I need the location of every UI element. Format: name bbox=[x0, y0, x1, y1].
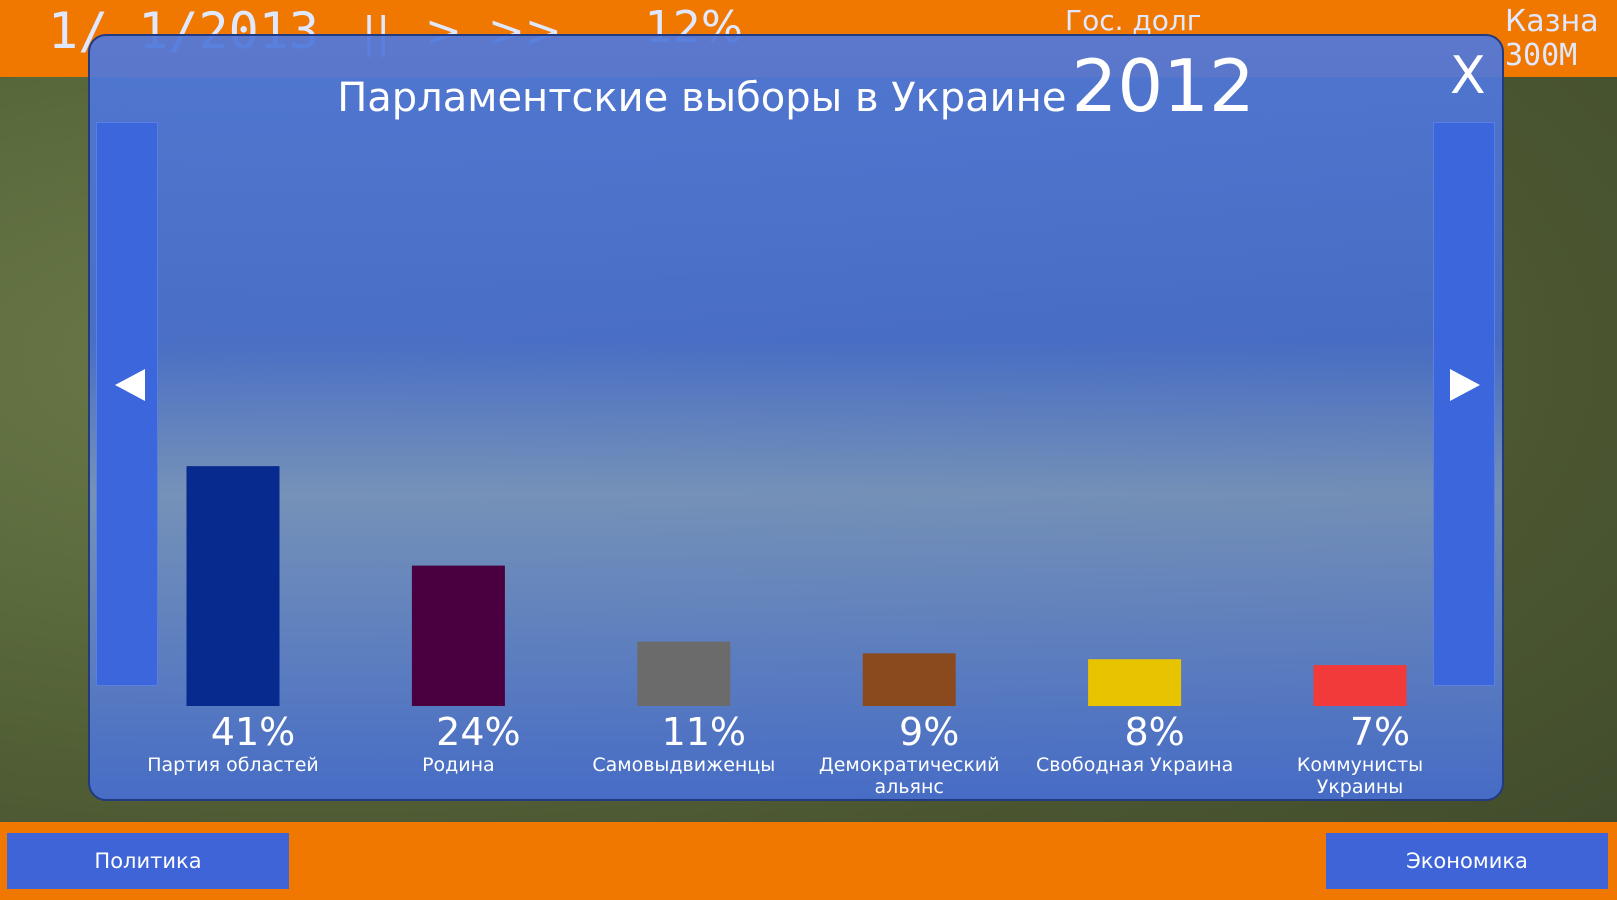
bar bbox=[637, 641, 731, 706]
category-label: Родина bbox=[422, 754, 495, 776]
next-arrow bbox=[1450, 369, 1480, 401]
debt-label: Гос. долг bbox=[1065, 4, 1202, 37]
value-label: 41% bbox=[210, 710, 296, 754]
bar bbox=[862, 653, 956, 706]
value-label: 24% bbox=[436, 710, 521, 754]
category-label: Свободная Украина bbox=[1035, 754, 1234, 776]
economy-button[interactable]: Экономика bbox=[1326, 833, 1608, 889]
value-label: 8% bbox=[1124, 710, 1185, 754]
year: 2012 bbox=[1071, 44, 1255, 128]
category-label: Самовыдвиженцы bbox=[592, 754, 776, 776]
title-row: Парламентские выборы в Украине 2012 bbox=[90, 44, 1502, 128]
bar bbox=[1088, 659, 1182, 706]
politics-button[interactable]: Политика bbox=[7, 833, 289, 889]
bar bbox=[1313, 665, 1407, 706]
value-label: 7% bbox=[1349, 710, 1411, 754]
treasury-value: 300M bbox=[1505, 38, 1578, 73]
category-label: Партия областей bbox=[147, 754, 319, 776]
bar bbox=[186, 466, 280, 706]
value-label: 11% bbox=[661, 710, 747, 754]
close-button[interactable]: X bbox=[1450, 46, 1486, 106]
next-panel[interactable] bbox=[1433, 122, 1495, 686]
value-label: 9% bbox=[899, 710, 960, 754]
prev-arrow bbox=[115, 369, 145, 401]
prev-panel[interactable] bbox=[96, 122, 158, 686]
category-label: Демократический альянс bbox=[818, 754, 1000, 798]
bar-chart bbox=[186, 466, 1407, 706]
chart-title: Парламентские выборы в Украине bbox=[337, 75, 1067, 121]
bottom-bar: Политика Экономика bbox=[0, 822, 1617, 900]
treasury-label: Казна bbox=[1505, 4, 1599, 39]
category-label: Коммунисты Украины bbox=[1296, 754, 1424, 798]
election-dialog: Парламентские выборы в Украине 2012 X 41… bbox=[88, 34, 1504, 801]
bar bbox=[411, 565, 505, 706]
